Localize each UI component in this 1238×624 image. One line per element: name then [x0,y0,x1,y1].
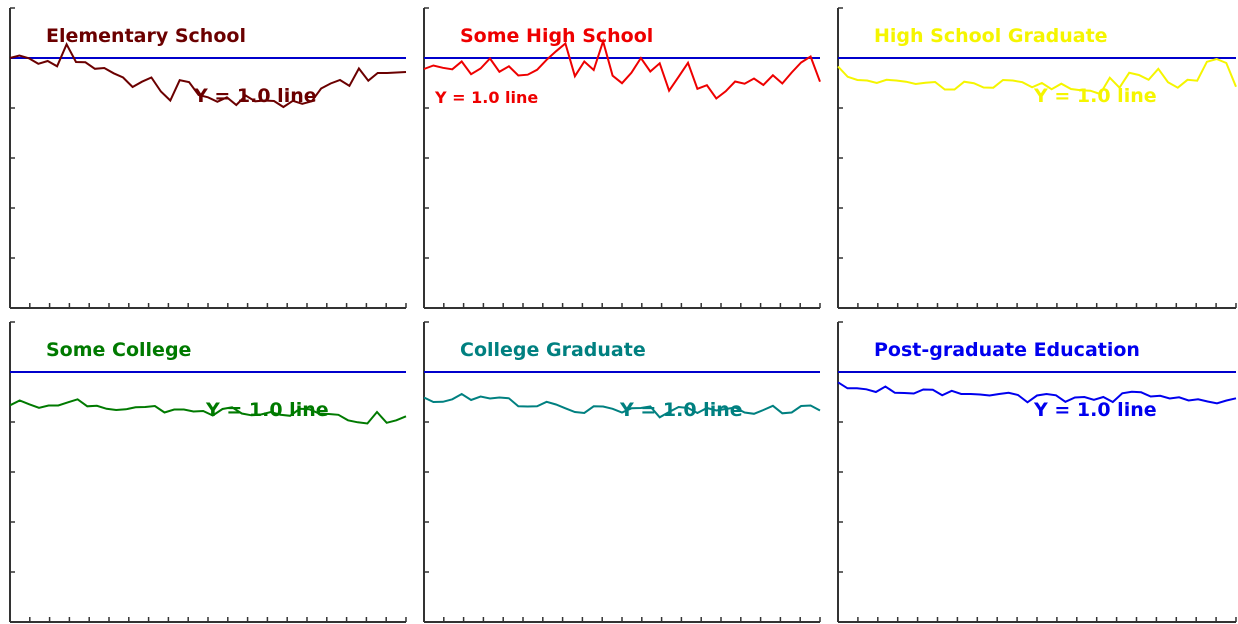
data-series-line [423,392,821,419]
panel-4: Some College Y = 1.0 line [9,321,407,623]
panel-title: Elementary School [46,25,246,47]
data-series-line [9,398,407,425]
panel-2: Some High School Y = 1.0 line [423,7,821,309]
panel-1: Elementary School Y = 1.0 line [9,7,407,309]
reference-line-label: Y = 1.0 line [1033,85,1157,107]
panel-5: College Graduate Y = 1.0 line [423,321,821,623]
reference-line-label: Y = 1.0 line [434,88,538,107]
panel-title: College Graduate [460,339,646,361]
data-series-line [837,57,1237,96]
reference-line-label: Y = 1.0 line [205,399,329,421]
data-series-line [9,41,407,109]
data-series-line [423,37,821,100]
reference-line-label: Y = 1.0 line [619,399,743,421]
panel-3: High School Graduate Y = 1.0 line [837,7,1237,309]
panel-title: High School Graduate [874,25,1108,47]
reference-line-label: Y = 1.0 line [193,85,317,107]
data-series-line [837,381,1237,405]
reference-line-label: Y = 1.0 line [1033,399,1157,421]
panel-title: Some High School [460,25,653,47]
panel-title: Post-graduate Education [874,339,1140,361]
panel-6: Post-graduate Education Y = 1.0 line [837,321,1237,623]
panel-title: Some College [46,339,191,361]
